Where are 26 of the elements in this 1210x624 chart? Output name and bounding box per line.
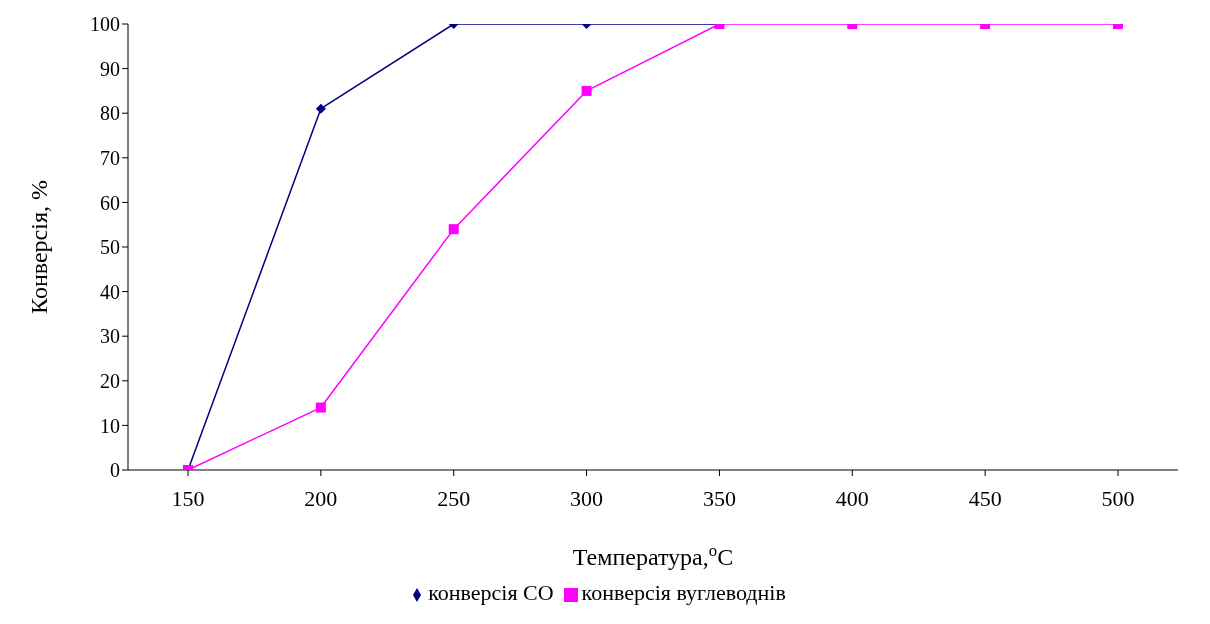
point: [315, 402, 326, 413]
x-tick-label: 300: [570, 485, 604, 511]
y-tick-label: 40: [100, 280, 120, 303]
x-tick-label: 400: [835, 485, 869, 511]
y-tick-label: 60: [100, 191, 120, 214]
y-axis-title: Конверсія, %: [25, 180, 52, 314]
y-tick-label: 80: [100, 102, 120, 125]
x-tick-label: 200: [304, 485, 338, 511]
x-tick-label: 350: [702, 485, 736, 511]
y-tick-label: 0: [110, 459, 120, 482]
x-tick-label: 500: [1101, 485, 1135, 511]
x-tick-label: 150: [171, 485, 205, 511]
y-tick-label: 30: [100, 325, 120, 348]
x-axis-title: Температура,$^{o}$C: [572, 540, 734, 570]
point: [448, 224, 459, 235]
y-tick-label: 10: [100, 414, 120, 437]
x-tick-label: 250: [437, 485, 471, 511]
y-tick-label: 90: [100, 57, 120, 80]
point: [315, 103, 326, 114]
x-tick-label: 450: [968, 485, 1002, 511]
y-tick-label: 100: [90, 13, 120, 36]
y-tick-label: 50: [100, 236, 120, 259]
y-tick-label: 70: [100, 146, 120, 169]
legend-label: конверсія CO: [428, 580, 554, 605]
legend-label: конверсія вуглеводнів: [581, 580, 786, 605]
y-tick-label: 20: [100, 369, 120, 392]
